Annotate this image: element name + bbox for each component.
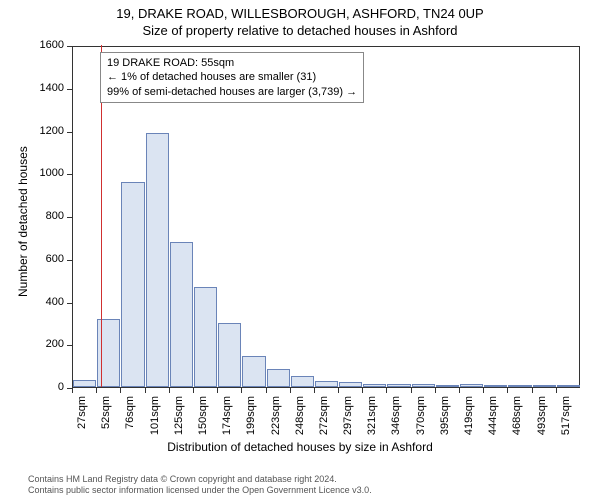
x-tick-mark [120, 388, 121, 393]
histogram-bar [315, 381, 338, 387]
title-line-2: Size of property relative to detached ho… [0, 23, 600, 38]
x-tick-mark [145, 388, 146, 393]
x-tick-label: 150sqm [197, 396, 209, 436]
histogram-bar [387, 384, 410, 387]
x-tick-label: 174sqm [221, 396, 233, 436]
histogram-bar [436, 385, 459, 387]
histogram-bar [339, 382, 362, 387]
histogram-bar [194, 287, 217, 387]
y-tick-mark [67, 303, 72, 304]
x-tick-label: 370sqm [415, 396, 427, 436]
x-tick-label: 297sqm [342, 396, 354, 436]
y-tick-label: 0 [24, 381, 64, 393]
chart-title-block: 19, DRAKE ROAD, WILLESBOROUGH, ASHFORD, … [0, 0, 600, 38]
x-tick-label: 199sqm [245, 396, 257, 436]
x-tick-mark [169, 388, 170, 393]
histogram-bar [73, 380, 96, 387]
y-tick-label: 1600 [24, 39, 64, 51]
histogram-bar [484, 385, 507, 387]
histogram-bar [170, 242, 193, 387]
title-line-1: 19, DRAKE ROAD, WILLESBOROUGH, ASHFORD, … [0, 6, 600, 21]
x-tick-label: 76sqm [124, 396, 136, 436]
x-tick-mark [241, 388, 242, 393]
x-tick-label: 419sqm [463, 396, 475, 436]
x-tick-label: 493sqm [536, 396, 548, 436]
legend-line-2: ← 1% of detached houses are smaller (31) [107, 70, 357, 84]
x-tick-mark [386, 388, 387, 393]
histogram-bar [412, 384, 435, 387]
histogram-bar [242, 356, 265, 387]
x-tick-mark [459, 388, 460, 393]
x-tick-label: 125sqm [173, 396, 185, 436]
x-tick-label: 223sqm [270, 396, 282, 436]
histogram-bar [291, 376, 314, 387]
x-tick-label: 27sqm [76, 396, 88, 436]
histogram-bar [533, 385, 556, 387]
y-tick-label: 600 [24, 253, 64, 265]
y-tick-mark [67, 132, 72, 133]
x-tick-label: 346sqm [390, 396, 402, 436]
x-tick-mark [435, 388, 436, 393]
legend-line-3: 99% of semi-detached houses are larger (… [107, 85, 357, 99]
histogram-bar [121, 182, 144, 387]
x-tick-mark [362, 388, 363, 393]
histogram-bar [460, 384, 483, 387]
x-tick-label: 248sqm [294, 396, 306, 436]
y-tick-label: 1200 [24, 125, 64, 137]
x-tick-mark [314, 388, 315, 393]
x-tick-label: 517sqm [560, 396, 572, 436]
histogram-bar [146, 133, 169, 387]
x-tick-label: 444sqm [487, 396, 499, 436]
histogram-bar [218, 323, 241, 387]
x-tick-mark [96, 388, 97, 393]
y-tick-label: 800 [24, 210, 64, 222]
x-tick-mark [532, 388, 533, 393]
histogram-bar [557, 385, 580, 387]
x-tick-mark [290, 388, 291, 393]
histogram-bar [267, 369, 290, 387]
x-tick-mark [217, 388, 218, 393]
y-tick-mark [67, 89, 72, 90]
y-tick-mark [67, 260, 72, 261]
y-axis-label: Number of detached houses [16, 146, 30, 297]
x-tick-mark [483, 388, 484, 393]
x-tick-label: 101sqm [149, 396, 161, 436]
x-tick-label: 272sqm [318, 396, 330, 436]
x-tick-label: 52sqm [100, 396, 112, 436]
x-axis-label: Distribution of detached houses by size … [0, 440, 600, 454]
y-tick-label: 1000 [24, 167, 64, 179]
footer-line-1: Contains HM Land Registry data © Crown c… [28, 474, 600, 485]
x-tick-mark [411, 388, 412, 393]
histogram-bar [508, 385, 531, 387]
footer-attribution: Contains HM Land Registry data © Crown c… [0, 474, 600, 496]
x-tick-mark [193, 388, 194, 393]
y-tick-mark [67, 46, 72, 47]
x-tick-label: 321sqm [366, 396, 378, 436]
footer-line-2: Contains public sector information licen… [28, 485, 600, 496]
y-tick-label: 200 [24, 338, 64, 350]
x-tick-label: 395sqm [439, 396, 451, 436]
x-tick-mark [507, 388, 508, 393]
y-tick-label: 400 [24, 296, 64, 308]
histogram-bar [363, 384, 386, 387]
y-tick-mark [67, 217, 72, 218]
x-tick-mark [72, 388, 73, 393]
y-tick-mark [67, 174, 72, 175]
legend-line-1: 19 DRAKE ROAD: 55sqm [107, 56, 357, 70]
y-tick-label: 1400 [24, 82, 64, 94]
x-tick-mark [338, 388, 339, 393]
chart-legend-box: 19 DRAKE ROAD: 55sqm ← 1% of detached ho… [100, 52, 364, 103]
x-tick-mark [556, 388, 557, 393]
y-tick-mark [67, 345, 72, 346]
x-tick-label: 468sqm [511, 396, 523, 436]
x-tick-mark [266, 388, 267, 393]
